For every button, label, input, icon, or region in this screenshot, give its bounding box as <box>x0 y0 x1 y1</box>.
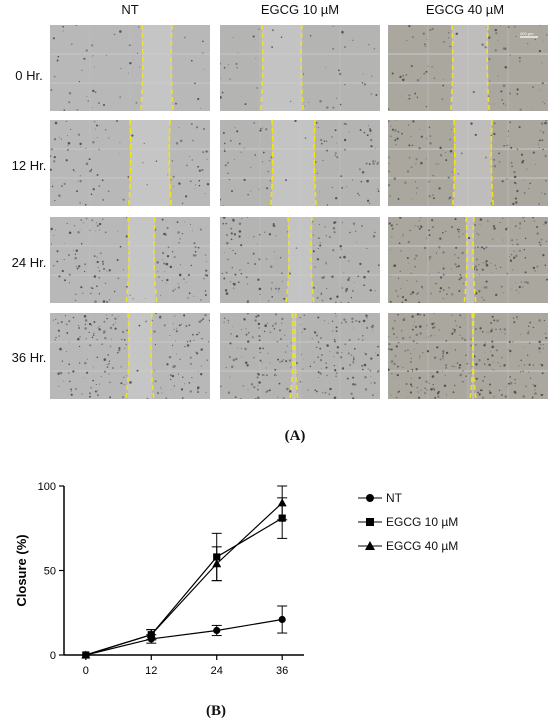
series-line <box>85 618 283 656</box>
column-header-nt: NT <box>121 2 139 17</box>
y-axis-label: Closure (%) <box>14 534 29 606</box>
caption-b: (B) <box>206 703 226 719</box>
micrograph-panel <box>220 217 380 303</box>
row-header-12hr: 12 Hr. <box>11 158 47 173</box>
micrograph-panel <box>220 313 380 399</box>
micrograph-panel <box>50 120 210 206</box>
legend-marker-triangle-icon <box>358 541 382 550</box>
y-tick-label: 0 <box>50 650 56 662</box>
x-tick-label: 0 <box>83 665 89 677</box>
row-header-24hr: 24 Hr. <box>11 255 47 270</box>
micrograph-panel <box>388 217 548 303</box>
caption-a: (A) <box>284 428 306 444</box>
x-tick-label: 36 <box>276 665 288 677</box>
micrograph-panel <box>388 120 548 206</box>
closure-chart: 0 12 24 36 0 50 100 Closure (%) <box>14 481 304 677</box>
y-tick-label: 50 <box>44 566 56 578</box>
data-point <box>277 498 287 507</box>
legend-label-egcg-10: EGCG 10 µM <box>386 515 459 529</box>
micrograph-panel <box>388 25 548 111</box>
data-point <box>146 630 156 639</box>
column-header-egcg-40: EGCG 40 µM <box>425 2 505 17</box>
x-tick-label: 12 <box>145 665 157 677</box>
data-point <box>212 559 222 568</box>
data-point <box>81 650 91 659</box>
micrograph-panel <box>50 313 210 399</box>
micrograph-panel <box>388 313 548 399</box>
row-header-0hr: 0 Hr. <box>15 68 43 83</box>
legend-marker-square-icon <box>358 518 382 526</box>
micrograph-panel <box>220 25 380 111</box>
legend-label-egcg-40: EGCG 40 µM <box>386 539 459 553</box>
legend-label-nt: NT <box>386 491 402 505</box>
column-header-egcg-10: EGCG 10 µM <box>260 2 340 17</box>
y-tick-label: 100 <box>38 481 56 493</box>
data-point <box>213 626 221 635</box>
x-tick-label: 24 <box>211 665 223 677</box>
row-header-36hr: 36 Hr. <box>11 350 47 365</box>
micrograph-panel <box>50 25 210 111</box>
micrograph-panel <box>220 120 380 206</box>
series-line <box>85 502 283 656</box>
scale-bar-label: 200 µm <box>520 31 534 36</box>
data-point <box>278 615 286 624</box>
legend-marker-circle-icon <box>358 494 382 502</box>
micrograph-panel <box>50 217 210 303</box>
